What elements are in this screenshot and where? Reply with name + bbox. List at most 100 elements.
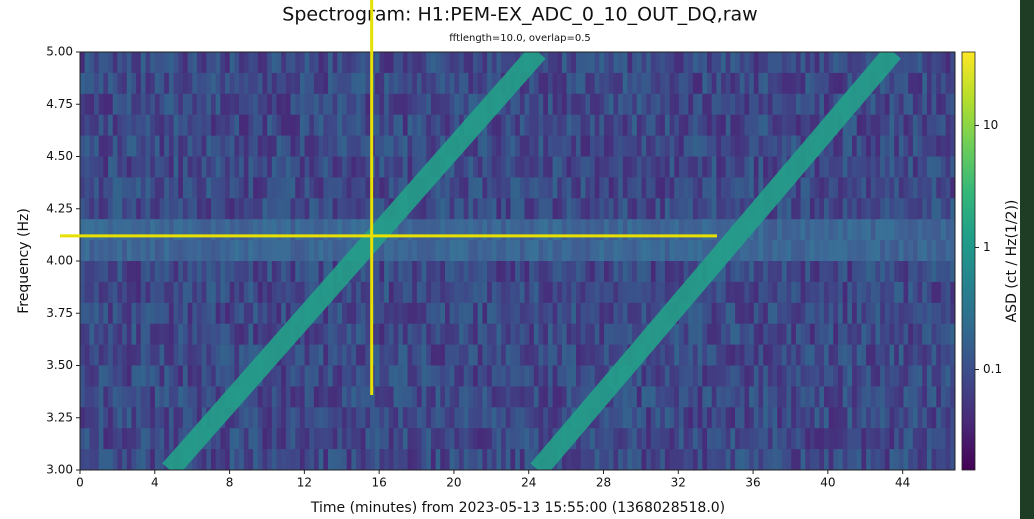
noise-cell (463, 344, 469, 367)
noise-cell (393, 428, 399, 450)
noise-cell (519, 407, 526, 429)
noise-cell (103, 302, 109, 325)
noise-cell (847, 72, 853, 95)
noise-cell (122, 323, 128, 346)
noise-cell (950, 93, 956, 116)
noise-cell (870, 365, 877, 387)
noise-cell (482, 449, 488, 471)
noise-cell (337, 302, 343, 325)
noise-cell (421, 281, 427, 304)
noise-cell (84, 386, 90, 408)
noise-cell (337, 344, 343, 367)
noise-cell (402, 156, 409, 178)
noise-cell (225, 344, 231, 367)
noise-cell (753, 93, 760, 116)
noise-cell (435, 198, 441, 220)
noise-cell (613, 344, 619, 367)
noise-cell (725, 177, 731, 199)
noise-cell (739, 72, 746, 95)
noise-cell (393, 302, 399, 325)
noise-cell (131, 261, 137, 283)
noise-cell (547, 386, 554, 408)
noise-cell (721, 114, 727, 137)
noise-cell (159, 302, 165, 325)
noise-cell (103, 135, 109, 158)
noise-cell (477, 156, 484, 178)
noise-cell (650, 281, 657, 304)
noise-cell (150, 72, 156, 95)
noise-cell (660, 135, 666, 158)
noise-cell (683, 407, 689, 429)
noise-cell (777, 344, 783, 367)
noise-cell (730, 52, 736, 74)
noise-cell (145, 114, 151, 137)
noise-cell (327, 156, 334, 178)
noise-cell (206, 156, 212, 178)
noise-cell (126, 281, 133, 304)
noise-cell (346, 407, 352, 429)
noise-cell (786, 52, 792, 74)
noise-cell (257, 114, 264, 137)
noise-cell (126, 156, 133, 178)
noise-cell (150, 281, 156, 304)
noise-cell (566, 323, 572, 346)
noise-cell (664, 261, 671, 283)
noise-cell (524, 302, 530, 325)
noise-cell (299, 344, 306, 367)
noise-cell (936, 261, 942, 283)
noise-cell (416, 72, 423, 95)
noise-cell (828, 198, 834, 220)
noise-cell (154, 428, 161, 450)
noise-cell (613, 386, 619, 408)
noise-cell (482, 156, 488, 178)
noise-cell (229, 281, 236, 304)
noise-cell (585, 302, 591, 325)
noise-cell (295, 52, 301, 74)
noise-cell (627, 428, 633, 450)
noise-cell (215, 386, 221, 408)
noise-cell (449, 198, 455, 220)
noise-cell (894, 428, 900, 450)
noise-cell (501, 344, 507, 367)
noise-cell (833, 135, 839, 158)
noise-cell (248, 156, 254, 178)
noise-cell (931, 407, 937, 429)
noise-cell (632, 114, 638, 137)
noise-cell (838, 177, 844, 199)
noise-cell (898, 198, 905, 220)
noise-cell (234, 428, 240, 450)
noise-cell (767, 72, 774, 95)
noise-cell (416, 261, 423, 283)
noise-cell (711, 52, 717, 74)
noise-cell (196, 114, 203, 137)
noise-cell (243, 302, 250, 325)
noise-cell (412, 386, 418, 408)
noise-cell (669, 261, 675, 283)
noise-cell (809, 428, 816, 450)
noise-cell (519, 114, 526, 137)
noise-cell (393, 135, 399, 158)
noise-cell (323, 261, 329, 283)
noise-cell (763, 344, 769, 367)
noise-cell (898, 302, 905, 325)
noise-cell (519, 156, 526, 178)
noise-cell (791, 72, 797, 95)
noise-cell (767, 281, 774, 304)
noise-cell (318, 428, 324, 450)
noise-cell (346, 428, 352, 450)
noise-cell (402, 135, 409, 158)
noise-cell (908, 72, 914, 95)
noise-cell (112, 407, 119, 429)
noise-cell (505, 177, 512, 199)
noise-cell (225, 281, 231, 304)
noise-cell (80, 156, 86, 178)
noise-cell (309, 281, 315, 304)
noise-cell (917, 344, 923, 367)
noise-cell (112, 281, 119, 304)
noise-cell (435, 177, 441, 199)
noise-cell (94, 93, 100, 116)
noise-cell (468, 428, 474, 450)
noise-cell (557, 52, 563, 74)
noise-cell (510, 135, 516, 158)
noise-cell (356, 156, 362, 178)
